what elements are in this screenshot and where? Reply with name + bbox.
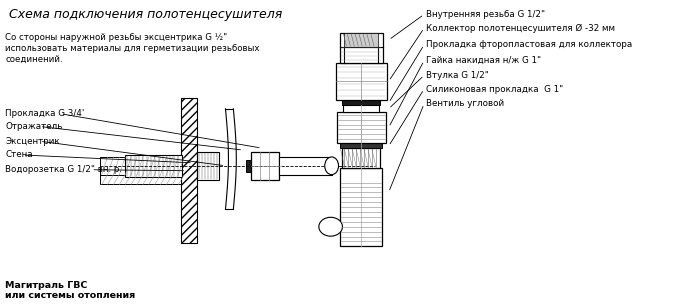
Bar (344, 105, 379, 112)
Bar (197, 152, 219, 180)
Bar (181, 98, 197, 243)
Text: Магитраль ГВС: Магитраль ГВС (5, 281, 88, 290)
Text: или системы отопления: или системы отопления (5, 291, 136, 300)
Text: Водорозетка G 1/2" вн. р.: Водорозетка G 1/2" вн. р. (5, 165, 122, 174)
Bar (246, 160, 251, 172)
Bar (342, 148, 380, 168)
Text: Эксцентрик: Эксцентрик (5, 137, 60, 146)
Bar (344, 33, 378, 47)
Bar (251, 152, 279, 180)
Text: Гайка накидная н/ж G 1": Гайка накидная н/ж G 1" (426, 56, 541, 65)
Bar (340, 33, 383, 63)
Text: Коллектор полотенцесушителя Ø -32 мм: Коллектор полотенцесушителя Ø -32 мм (426, 24, 615, 33)
Bar (279, 157, 331, 175)
Text: Прокладка фторопластовая для коллектора: Прокладка фторопластовая для коллектора (426, 40, 632, 49)
Text: соединений.: соединений. (5, 55, 63, 64)
Text: Силиконовая прокладка  G 1": Силиконовая прокладка G 1" (426, 85, 563, 94)
Bar (337, 112, 386, 143)
Text: Втулка G 1/2": Втулка G 1/2" (426, 71, 489, 80)
Text: использовать материалы для герметизации резьбовых: использовать материалы для герметизации … (5, 44, 260, 53)
Bar (340, 168, 382, 246)
Bar (342, 100, 380, 105)
Text: Схема подключения полотенцесушителя: Схема подключения полотенцесушителя (9, 8, 283, 21)
Text: Со стороны наружной резьбы эксцентрика G ½": Со стороны наружной резьбы эксцентрика G… (5, 33, 228, 42)
Ellipse shape (319, 217, 342, 236)
Bar (335, 63, 387, 100)
Text: Отражатель: Отражатель (5, 122, 62, 131)
Bar (340, 143, 382, 148)
Text: Прокладка G 3/4': Прокладка G 3/4' (5, 109, 84, 118)
Text: Внутренняя резьба G 1/2": Внутренняя резьба G 1/2" (426, 10, 545, 19)
Bar (99, 175, 181, 184)
Text: Вентиль угловой: Вентиль угловой (426, 99, 504, 108)
Text: Стена: Стена (5, 151, 33, 160)
Bar (126, 155, 182, 176)
Bar (99, 157, 181, 175)
Ellipse shape (324, 157, 338, 175)
